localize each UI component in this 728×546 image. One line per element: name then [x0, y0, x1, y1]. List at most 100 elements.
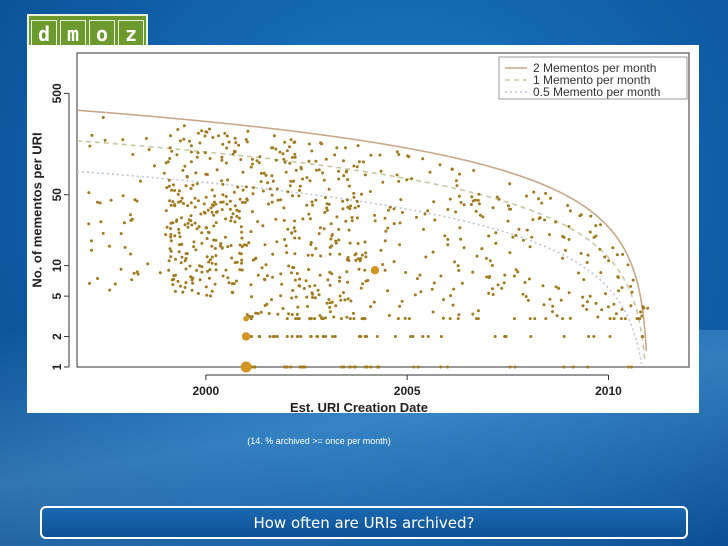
data-point [284, 244, 288, 248]
data-point [342, 291, 345, 295]
data-point [299, 335, 303, 338]
data-point [511, 235, 515, 239]
data-point [224, 268, 228, 272]
data-point [329, 237, 333, 241]
data-point [290, 313, 294, 316]
data-point [274, 217, 278, 221]
data-point [310, 149, 314, 153]
data-point [212, 224, 216, 228]
data-point [626, 263, 630, 267]
data-point [333, 153, 337, 157]
data-point [238, 243, 242, 247]
data-point [305, 203, 309, 207]
data-point [592, 235, 596, 239]
data-point [99, 220, 103, 224]
data-point [207, 276, 211, 280]
data-point [398, 304, 402, 308]
data-point [381, 263, 385, 266]
data-point [341, 207, 345, 211]
data-point [323, 211, 327, 214]
data-point [280, 282, 284, 286]
data-point [328, 301, 332, 305]
data-point [271, 275, 274, 279]
data-point [592, 335, 596, 338]
data-point [423, 212, 427, 216]
data-point [339, 317, 343, 321]
data-point [450, 167, 454, 171]
data-point [352, 191, 356, 195]
data-point [313, 296, 317, 300]
data-point [462, 203, 466, 207]
data-point [342, 159, 345, 163]
data-point [290, 156, 294, 159]
data-point [144, 137, 148, 140]
data-point [439, 365, 443, 369]
y-axis-label: No. of mementos per URI [30, 132, 45, 287]
data-point [290, 296, 294, 300]
data-point [587, 335, 591, 338]
data-point [189, 275, 193, 279]
data-point [256, 220, 260, 224]
data-point [561, 256, 565, 260]
data-point [453, 260, 457, 264]
data-point [212, 213, 216, 217]
data-point [360, 192, 363, 196]
data-point [293, 229, 297, 233]
data-point [335, 146, 339, 150]
data-point [175, 219, 178, 223]
data-point [257, 161, 261, 165]
data-point [169, 235, 173, 239]
data-point [421, 157, 425, 161]
data-point [588, 230, 592, 234]
data-point [170, 149, 174, 153]
data-point [196, 292, 200, 295]
reference-line-2 [76, 139, 646, 360]
data-point [318, 314, 322, 318]
data-point [544, 317, 548, 321]
data-point [259, 310, 263, 314]
data-point [356, 242, 360, 245]
data-point [542, 303, 546, 307]
data-point [454, 179, 458, 183]
data-point [564, 248, 567, 252]
data-point [314, 159, 318, 163]
data-point [172, 277, 176, 281]
data-point [392, 207, 396, 211]
data-point [282, 219, 286, 222]
data-point [330, 272, 334, 276]
data-point [636, 317, 640, 321]
data-point [230, 215, 233, 219]
data-point [195, 155, 199, 159]
data-point [167, 178, 171, 182]
data-point [174, 273, 177, 277]
data-point [167, 259, 171, 263]
data-point [226, 178, 230, 182]
data-point [184, 267, 188, 271]
data-point [549, 196, 552, 200]
data-point [90, 248, 93, 252]
data-point [313, 317, 317, 321]
data-point [293, 219, 296, 223]
data-point [193, 221, 197, 225]
data-point [308, 217, 312, 221]
data-point [351, 311, 355, 315]
data-point [233, 136, 237, 140]
data-point [170, 188, 174, 192]
data-point [589, 214, 593, 218]
data-point [540, 201, 544, 205]
data-point [282, 157, 286, 161]
data-point [208, 127, 211, 131]
data-point [458, 226, 462, 230]
data-point [343, 298, 347, 302]
data-point [239, 225, 243, 229]
data-point [283, 365, 286, 369]
data-point [233, 261, 237, 265]
data-point [585, 261, 589, 264]
data-point [327, 202, 331, 206]
data-point [294, 317, 298, 321]
data-point [202, 202, 206, 206]
data-point [305, 295, 309, 299]
data-point [205, 237, 209, 240]
data-point [360, 317, 364, 321]
data-point [357, 160, 361, 164]
